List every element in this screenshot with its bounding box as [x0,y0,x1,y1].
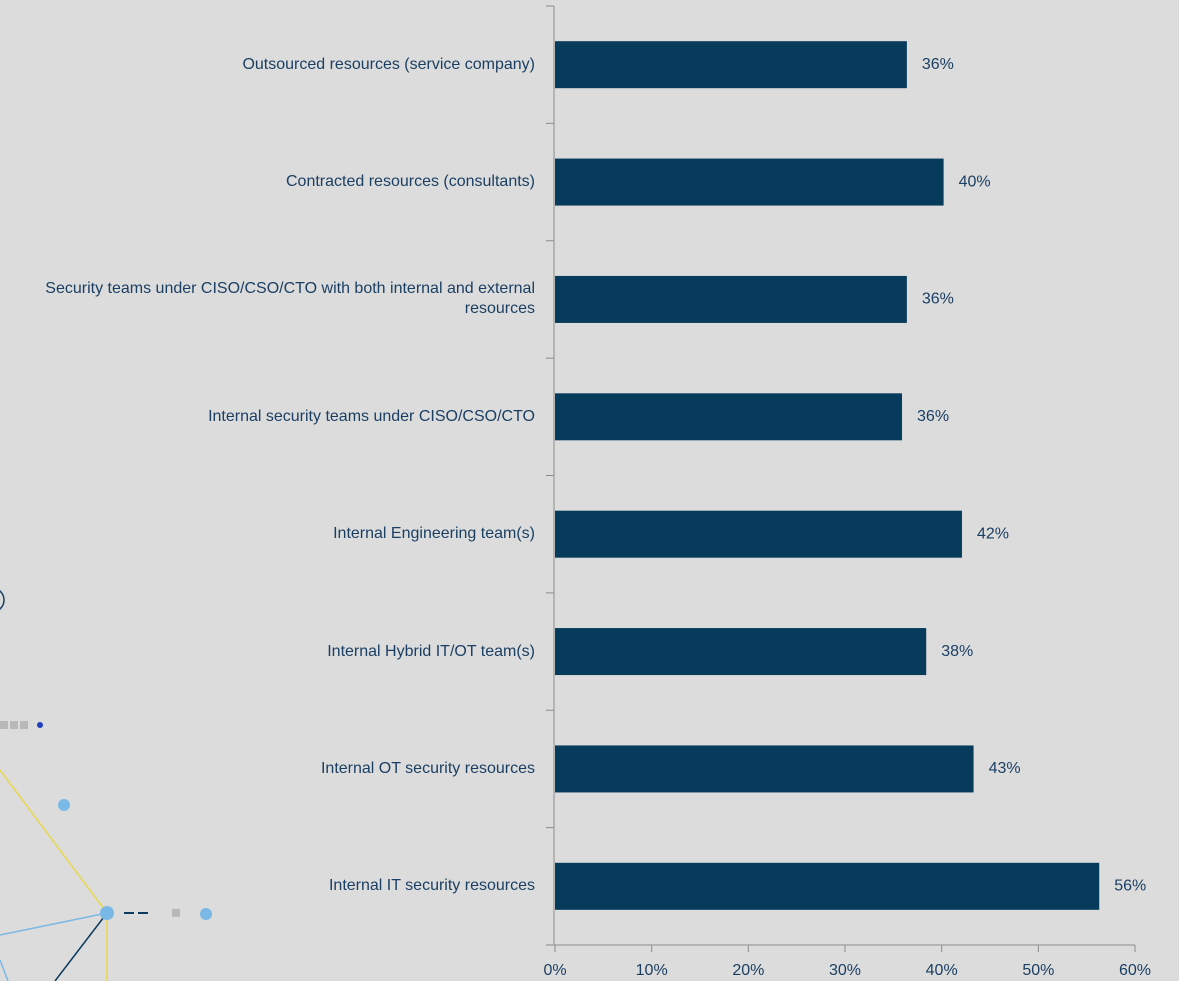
value-label: 56% [1114,878,1146,895]
category-label: Internal IT security resources [328,877,535,895]
bar [555,628,927,676]
bar [555,510,962,558]
bar [555,158,944,206]
bar [555,275,907,323]
category-label: Internal security teams under CISO/CSO/C… [208,407,535,425]
category-label: Outsourced resources (service company) [242,55,535,73]
category-label: Contracted resources (consultants) [286,173,535,191]
x-tick-label: 60% [1119,962,1151,979]
x-tick-label: 20% [732,962,764,979]
x-tick-label: 30% [829,962,861,979]
value-label: 36% [917,408,949,425]
value-label: 38% [941,643,973,660]
decoration [0,590,212,981]
x-tick-label: 10% [636,962,668,979]
value-label: 40% [959,173,991,190]
x-tick-label: 40% [926,962,958,979]
category-label: Internal OT security resources [320,759,535,777]
bar [555,862,1100,910]
value-label: 42% [977,525,1009,542]
category-label: Security teams under CISO/CSO/CTO with b… [45,280,535,318]
value-label: 36% [922,56,954,73]
category-label: Internal Hybrid IT/OT team(s) [327,642,535,660]
bar [555,41,907,89]
x-tick-label: 50% [1022,962,1054,979]
value-label: 36% [922,291,954,308]
x-tick-label: 0% [543,962,566,979]
category-label: Internal Engineering team(s) [333,525,535,543]
value-label: 43% [989,760,1021,777]
bar [555,745,974,793]
bar [555,393,903,441]
